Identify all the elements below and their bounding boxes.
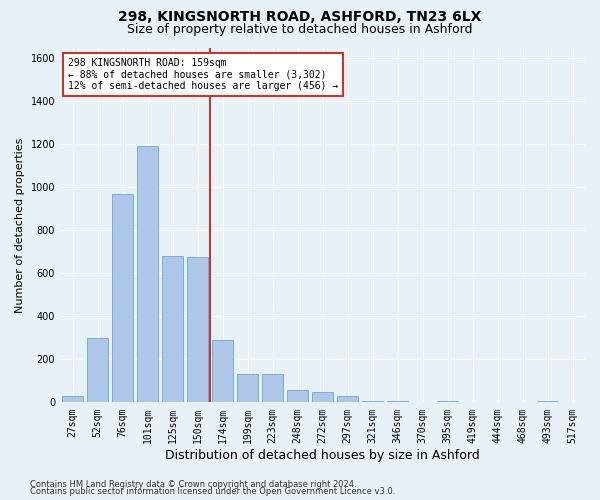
- Bar: [212, 340, 233, 402]
- Text: Contains public sector information licensed under the Open Government Licence v3: Contains public sector information licen…: [30, 487, 395, 496]
- Bar: [262, 374, 283, 402]
- Bar: [287, 390, 308, 402]
- Bar: [312, 392, 333, 402]
- Bar: [237, 374, 258, 402]
- Bar: [187, 257, 208, 402]
- Text: Contains HM Land Registry data © Crown copyright and database right 2024.: Contains HM Land Registry data © Crown c…: [30, 480, 356, 489]
- Bar: [137, 146, 158, 402]
- Bar: [62, 396, 83, 402]
- Text: 298, KINGSNORTH ROAD, ASHFORD, TN23 6LX: 298, KINGSNORTH ROAD, ASHFORD, TN23 6LX: [118, 10, 482, 24]
- Text: 298 KINGSNORTH ROAD: 159sqm
← 88% of detached houses are smaller (3,302)
12% of : 298 KINGSNORTH ROAD: 159sqm ← 88% of det…: [68, 58, 338, 92]
- Bar: [87, 338, 108, 402]
- X-axis label: Distribution of detached houses by size in Ashford: Distribution of detached houses by size …: [165, 450, 480, 462]
- Bar: [337, 396, 358, 402]
- Text: Size of property relative to detached houses in Ashford: Size of property relative to detached ho…: [127, 22, 473, 36]
- Bar: [162, 256, 183, 402]
- Y-axis label: Number of detached properties: Number of detached properties: [15, 138, 25, 312]
- Bar: [112, 194, 133, 402]
